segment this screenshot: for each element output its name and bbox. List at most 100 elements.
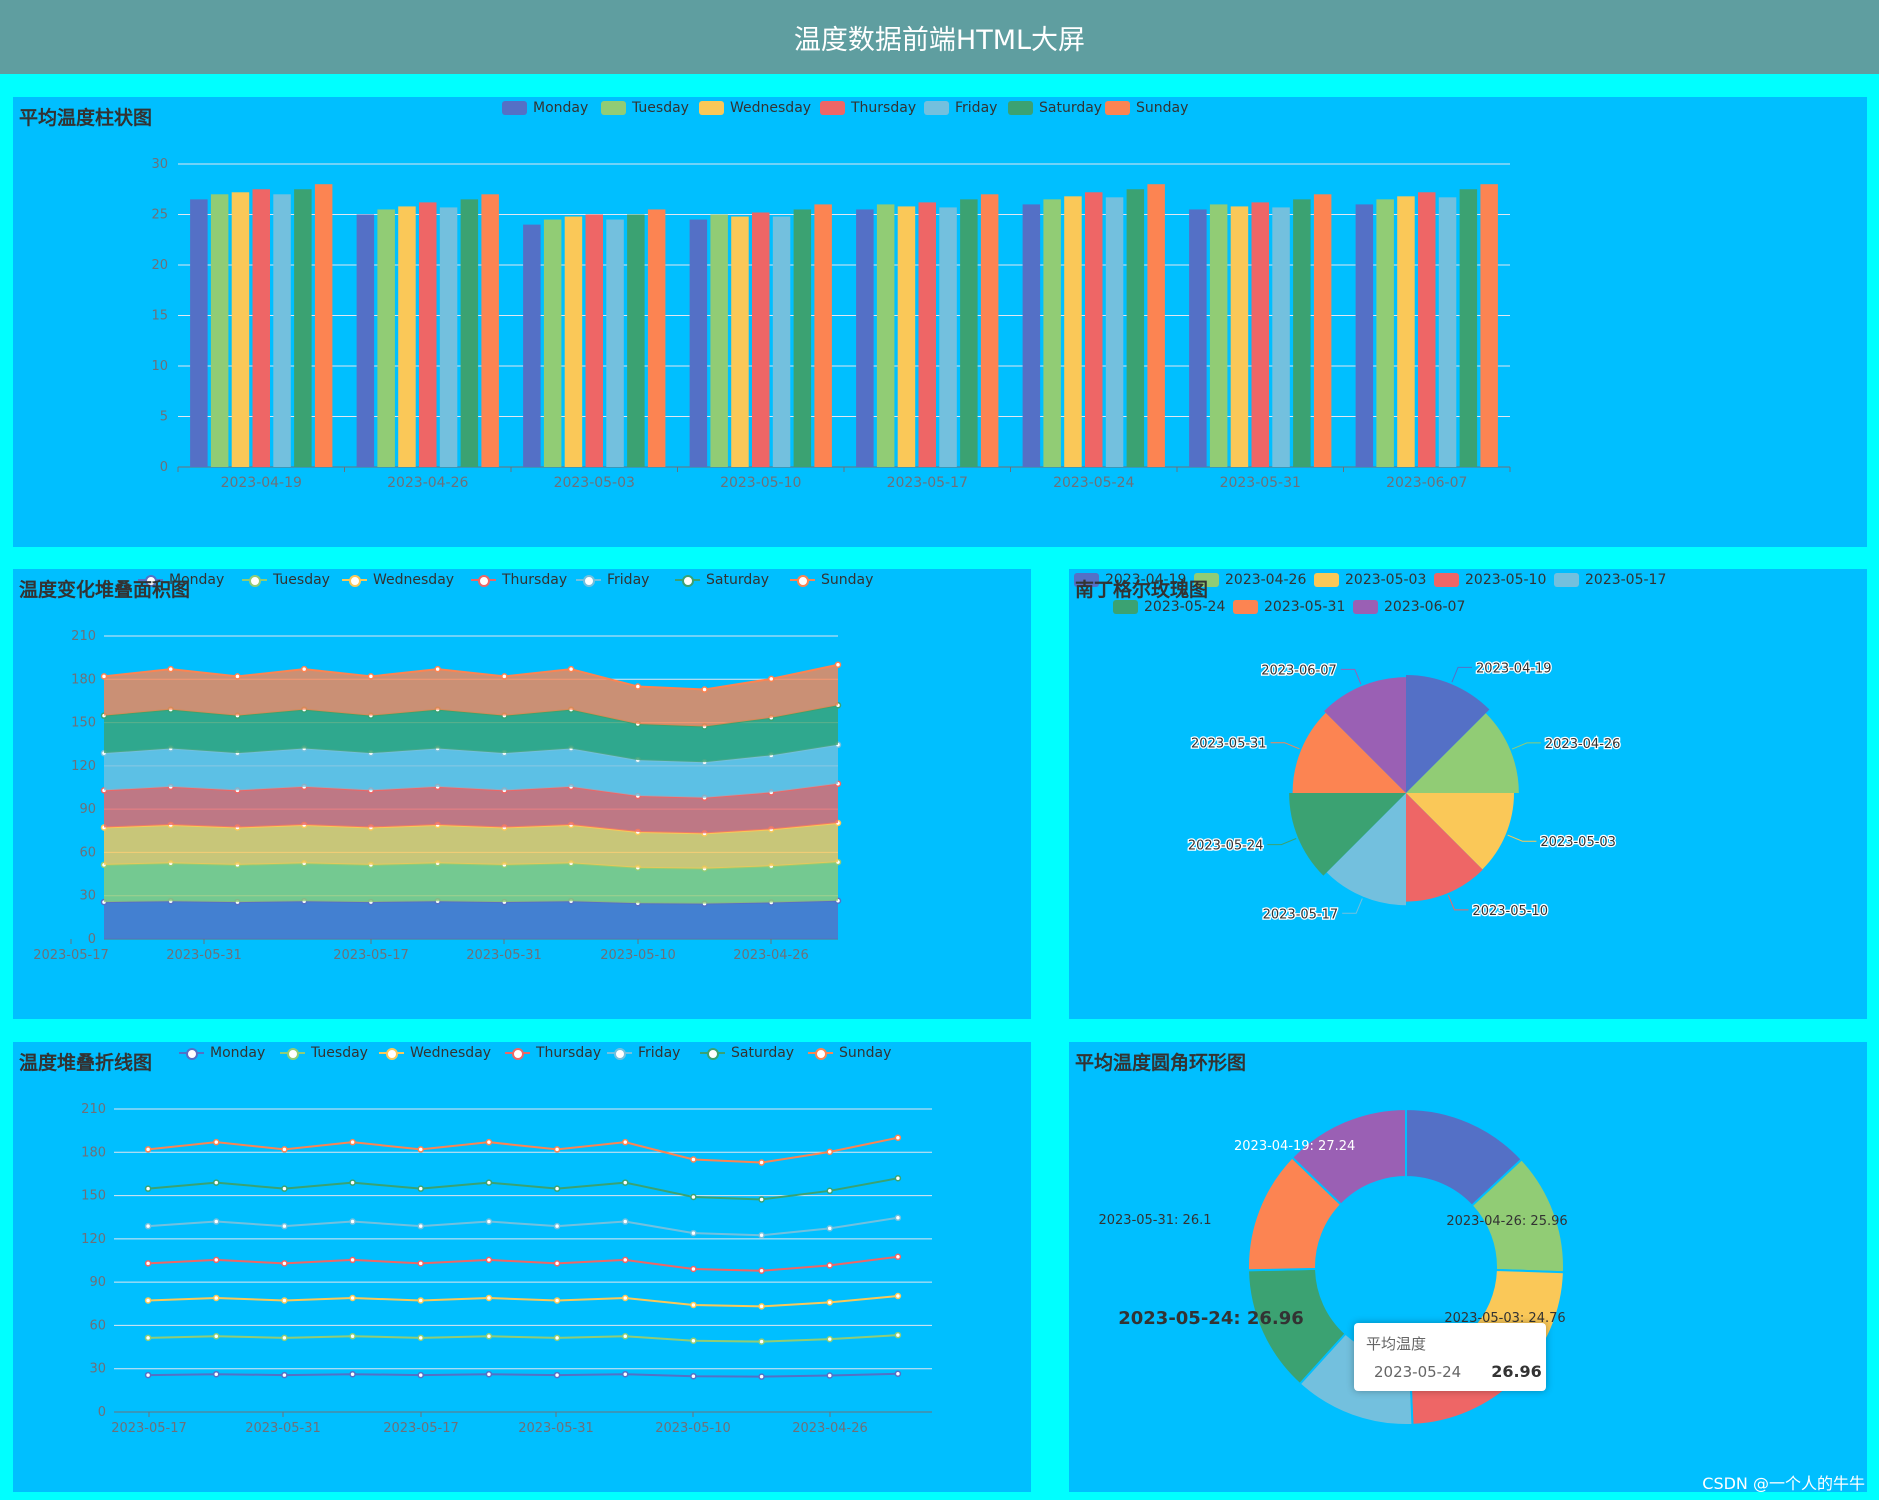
area-chart: 0 30 60 90 120 150 180 210 2023-05-17 2023-05-31 2… [33,629,842,963]
legend-item-monday[interactable]: Monday [179,1045,265,1061]
point-thursday [826,1262,833,1269]
x-tick-label: 2023-05-03 [554,475,635,491]
point-wednesday [144,1297,152,1304]
rose-label-line [1451,666,1473,683]
legend-item-2023-04-19[interactable]: 2023-04-19 [1074,572,1186,588]
bar-chart: 0 5 10 15 20 25 30 2023-04-19 2023-04-26 2023-05-… [151,157,1511,491]
legend-item-wednesday[interactable]: Wednesday [379,1045,491,1061]
donut-slice-label: 2023-04-26: 25.96 [1446,1214,1567,1229]
bar-chart-legend[interactable]: Monday Tuesday Wednesday Thursday Friday Satu… [13,97,1867,127]
y-tick-label: 20 [151,258,168,273]
legend-item-friday[interactable]: Friday [607,1045,680,1061]
legend-item-tuesday[interactable]: Tuesday [242,572,330,588]
legend-item-thursday[interactable]: Thursday [820,100,916,116]
legend-item-wednesday[interactable]: Wednesday [699,100,811,116]
point-monday [690,1372,697,1380]
donut-slice-label: 2023-05-03: 24.76 [1444,1311,1565,1326]
y-tick-label: 120 [71,759,96,774]
legend-swatch [1074,573,1099,587]
point-wednesday [622,1294,629,1302]
bar-thursday [252,189,270,467]
legend-item-monday[interactable]: Monday [502,100,588,116]
point-friday [894,1214,902,1222]
bar-sunday [314,184,333,467]
legend-item-2023-05-10[interactable]: 2023-05-10 [1434,572,1546,588]
legend-item-wednesday[interactable]: Wednesday [342,572,454,588]
x-tick-label: 2023-05-10 [655,1421,731,1436]
point-friday [213,1218,220,1225]
point-saturday [485,1179,493,1186]
point-friday [826,1225,833,1232]
area-monday [104,900,838,939]
legend-item-thursday[interactable]: Thursday [505,1045,601,1061]
x-tick-label: 2023-05-31 [166,948,242,963]
legend-item-tuesday[interactable]: Tuesday [601,100,689,116]
y-tick-label: 30 [151,157,168,172]
legend-label: Saturday [1039,100,1103,116]
legend-item-monday[interactable]: Monday [138,572,224,588]
point-monday [144,1371,152,1379]
legend-item-2023-05-17[interactable]: 2023-05-17 [1554,572,1666,588]
legend-item-saturday[interactable]: Saturday [700,1045,794,1061]
line-sunday [147,1136,899,1164]
tooltip-value: 26.96 [1491,1362,1542,1381]
legend-item-2023-05-03[interactable]: 2023-05-03 [1314,572,1426,588]
legend-item-sunday[interactable]: Sunday [808,1045,891,1061]
legend-item-sunday[interactable]: Sunday [1105,100,1188,116]
legend-item-thursday[interactable]: Thursday [471,572,567,588]
bar-friday [439,207,458,467]
point-sunday [367,673,375,680]
legend-item-saturday[interactable]: Saturday [675,572,769,588]
line-wednesday [148,1294,899,1308]
bar-saturday [294,189,312,467]
legend-swatch [607,1046,632,1060]
rose-label-line [1270,742,1300,750]
x-tick-label: 2023-05-17 [33,948,109,963]
point-sunday [144,1146,152,1153]
point-sunday [894,1134,902,1141]
legend-swatch [379,1046,404,1060]
area-friday [104,744,838,798]
y-tick-label: 0 [98,1405,106,1420]
point-saturday [144,1185,152,1192]
legend-item-sunday[interactable]: Sunday [790,572,873,588]
point-monday [826,1372,833,1379]
legend-swatch [808,1046,833,1060]
bar-friday [1272,207,1290,467]
tooltip-name: 2023-05-24 [1374,1362,1462,1381]
legend-item-2023-04-26[interactable]: 2023-04-26 [1194,572,1306,588]
legend-item-tuesday[interactable]: Tuesday [280,1045,368,1061]
point-sunday [834,661,842,668]
legend-swatch [1554,573,1579,587]
y-tick-label: 30 [89,1362,106,1377]
point-sunday [213,1138,220,1146]
rose-slice-2023-04-19 [1406,675,1490,793]
bar-saturday [627,214,645,467]
rose-label-line [1511,742,1541,750]
legend-item-friday[interactable]: Friday [924,100,997,116]
bar-monday [1022,204,1041,467]
x-tick-label: 2023-05-10 [600,948,676,963]
legend-item-2023-05-24[interactable]: 2023-05-24 [1113,599,1225,615]
legend-swatch [179,1046,204,1060]
legend-item-saturday[interactable]: Saturday [1008,100,1102,116]
legend-item-2023-05-31[interactable]: 2023-05-31 [1233,599,1345,615]
rose-slice-label: 2023-04-19 [1476,661,1552,676]
x-tick-label: 2023-06-07 [1386,475,1467,491]
line-sunday [103,663,839,691]
dashboard-header: 温度数据前端HTML大屏 [0,0,1879,74]
bar-wednesday [897,206,916,468]
rose-chart-legend[interactable]: 2023-04-19 2023-04-26 2023-05-03 2023-05-10… [1069,569,1867,629]
rose-label-line [1507,834,1537,842]
point-thursday [213,1256,220,1264]
area-chart-legend[interactable]: Monday Tuesday Wednesday Thursday Friday Satu… [13,569,1031,599]
line-chart-legend[interactable]: Monday Tuesday Wednesday Thursday Friday Satu… [13,1042,1031,1072]
legend-item-2023-06-07[interactable]: 2023-06-07 [1353,599,1465,615]
legend-swatch [1314,573,1339,587]
point-saturday [281,1185,288,1192]
bar-thursday [1418,192,1436,467]
legend-item-friday[interactable]: Friday [576,572,649,588]
y-tick-label: 25 [151,208,168,223]
point-saturday [213,1179,220,1186]
rose-slice-2023-06-07 [1324,677,1406,793]
